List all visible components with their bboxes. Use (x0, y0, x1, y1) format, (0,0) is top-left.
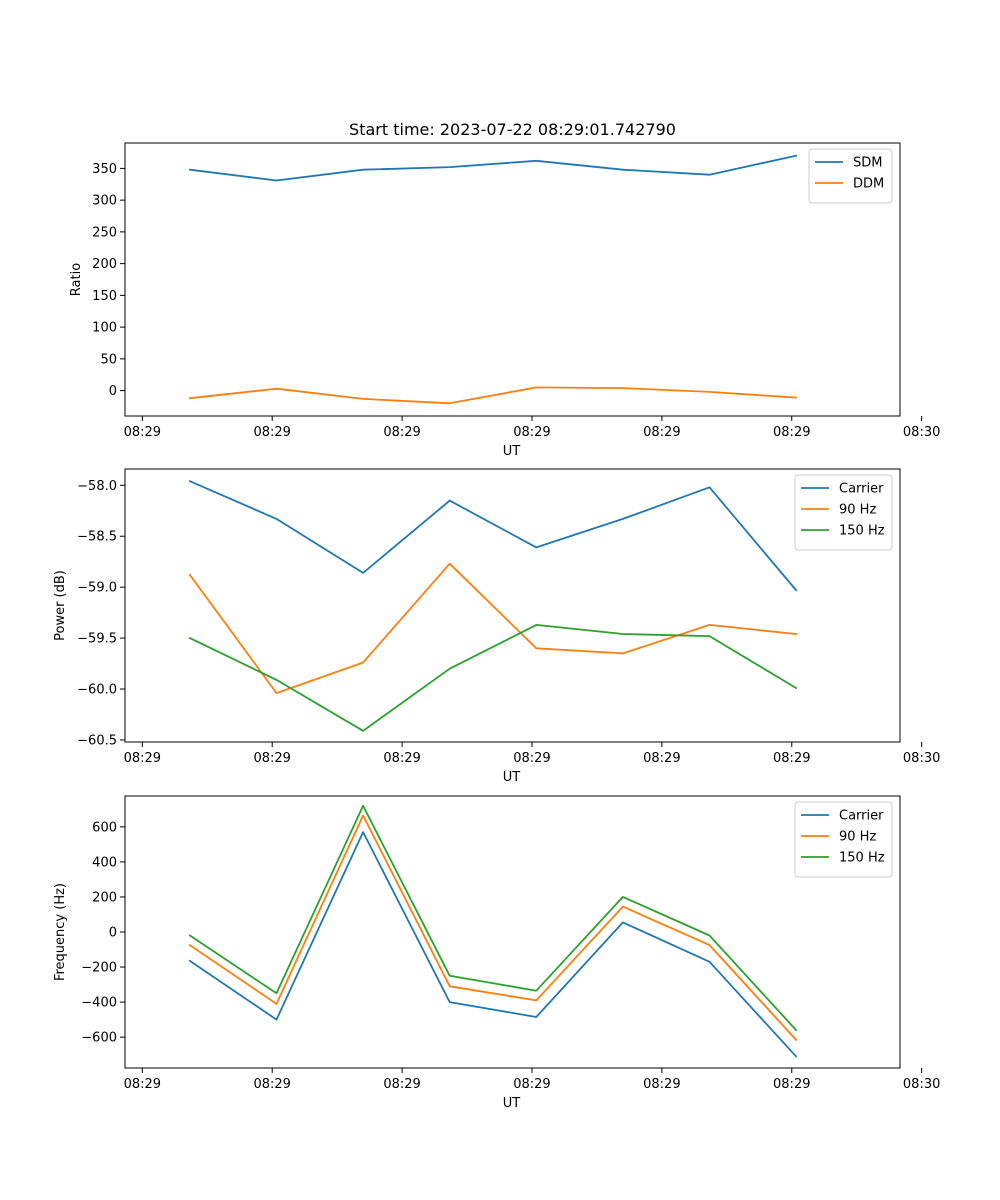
ratio-x-tick-label: 08:29 (513, 425, 550, 440)
power-x-tick-label: 08:29 (253, 751, 290, 766)
frequency-x-axis-label: UT (503, 1096, 521, 1111)
frequency-x-tick-label: 08:29 (124, 1077, 161, 1092)
ratio-x-tick-label: 08:30 (903, 425, 940, 440)
frequency-legend-label-150-hz: 150 Hz (839, 851, 885, 866)
frequency-x-tick-label: 08:29 (643, 1077, 680, 1092)
power-series-group (188, 480, 798, 732)
ratio-y-tick-label: 100 (92, 321, 117, 336)
power-y-tick-label: −59.5 (77, 632, 117, 647)
power-series-150-hz-line (188, 624, 798, 732)
chart-title: Start time: 2023-07-22 08:29:01.742790 (349, 120, 676, 139)
ratio-legend: SDM DDM (808, 148, 893, 204)
frequency-y-tick-label: −400 (81, 996, 117, 1011)
ratio-series-group (188, 154, 798, 405)
frequency-series-group (188, 804, 798, 1058)
frequency-x-tick-label: 08:30 (903, 1077, 940, 1092)
ratio-y-axis-label: Ratio (69, 263, 84, 296)
frequency-panel: 08:29 08:29 08:29 08:29 08:29 08:29 08:30 −600 −… (53, 795, 940, 1111)
ratio-series-ddm-line (188, 386, 798, 405)
ratio-x-tick-label: 08:29 (773, 425, 810, 440)
frequency-y-tick-label: 600 (92, 820, 117, 835)
power-legend-label-150-hz: 150 Hz (839, 524, 885, 539)
power-legend-label-90-hz: 90 Hz (839, 503, 876, 518)
ratio-y-tick-label: 150 (92, 289, 117, 304)
frequency-y-axis-label: Frequency (Hz) (53, 883, 68, 981)
ratio-x-axis-label: UT (503, 444, 521, 459)
frequency-legend-box (794, 801, 893, 878)
ratio-y-tick-label: 0 (109, 384, 117, 399)
frequency-y-tick-label: −200 (81, 961, 117, 976)
ratio-legend-label-ddm: DDM (853, 177, 884, 192)
frequency-legend-label-carrier: Carrier (839, 809, 884, 824)
power-y-tick-label: −60.0 (77, 683, 117, 698)
ratio-x-tick-label: 08:29 (124, 425, 161, 440)
frequency-legend: Carrier 90 Hz 150 Hz (794, 801, 893, 878)
frequency-series-90-hz-line (188, 814, 798, 1042)
frequency-x-tick-label: 08:29 (253, 1077, 290, 1092)
ratio-x-tick-label: 08:29 (383, 425, 420, 440)
frequency-y-tick-label: 400 (92, 855, 117, 870)
power-panel: 08:29 08:29 08:29 08:29 08:29 08:29 08:30 −60.5… (53, 468, 940, 785)
power-y-tick-label: −58.5 (77, 530, 117, 545)
ratio-x-tick-label: 08:29 (253, 425, 290, 440)
power-axes-frame (124, 468, 901, 743)
frequency-x-tick-label: 08:29 (513, 1077, 550, 1092)
power-x-axis-label: UT (503, 770, 521, 785)
frequency-y-tick-label: −600 (81, 1031, 117, 1046)
power-y-axis-label: Power (dB) (53, 570, 68, 641)
ratio-y-tick-label: 250 (92, 225, 117, 240)
power-x-tick-label: 08:29 (773, 751, 810, 766)
frequency-series-carrier-line (188, 831, 798, 1058)
ratio-y-tick-label: 300 (92, 194, 117, 209)
frequency-y-tick-label: 200 (92, 890, 117, 905)
power-x-tick-label: 08:30 (903, 751, 940, 766)
power-y-tick-label: −60.5 (77, 733, 117, 748)
frequency-x-tick-label: 08:29 (773, 1077, 810, 1092)
frequency-x-tick-label: 08:29 (383, 1077, 420, 1092)
ratio-axes-frame (124, 142, 901, 417)
power-x-tick-label: 08:29 (383, 751, 420, 766)
ratio-y-tick-label: 50 (100, 352, 117, 367)
power-legend: Carrier 90 Hz 150 Hz (794, 474, 893, 551)
ratio-y-tick-label: 200 (92, 257, 117, 272)
ratio-legend-label-sdm: SDM (853, 156, 882, 171)
ratio-x-tick-label: 08:29 (643, 425, 680, 440)
ratio-y-tick-label: 350 (92, 162, 117, 177)
power-y-tick-label: −58.0 (77, 479, 117, 494)
power-y-tick-label: −59.0 (77, 581, 117, 596)
power-x-tick-label: 08:29 (643, 751, 680, 766)
frequency-legend-label-90-hz: 90 Hz (839, 830, 876, 845)
power-x-tick-label: 08:29 (124, 751, 161, 766)
power-series-carrier-line (188, 480, 798, 592)
frequency-series-150-hz-line (188, 804, 798, 1032)
power-x-tick-label: 08:29 (513, 751, 550, 766)
ratio-series-sdm-line (188, 154, 798, 182)
power-legend-label-carrier: Carrier (839, 482, 884, 497)
frequency-y-tick-label: 0 (109, 926, 117, 941)
ratio-panel: Start time: 2023-07-22 08:29:01.742790 08… (69, 120, 940, 459)
power-legend-box (794, 474, 893, 551)
